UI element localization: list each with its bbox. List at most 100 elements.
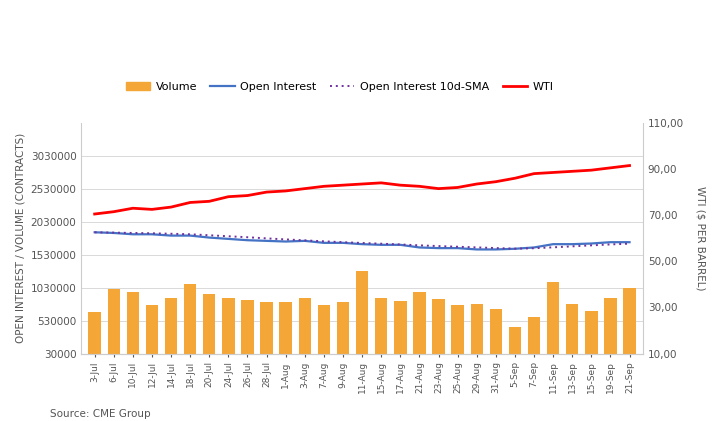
Open Interest 10d-SMA [224, 234, 233, 239]
Bar [356, 271, 369, 356]
WTI [109, 209, 118, 214]
WTI [338, 183, 347, 188]
Open Interest [300, 238, 309, 243]
WTI [454, 185, 462, 190]
Open Interest 10d-SMA [549, 245, 557, 250]
Open Interest [186, 233, 194, 238]
Open Interest [109, 230, 118, 235]
Bar [318, 306, 330, 356]
Open Interest 10d-SMA [510, 246, 519, 251]
Open Interest 10d-SMA [262, 236, 271, 241]
Bar [394, 301, 407, 356]
Open Interest [243, 238, 252, 243]
Bar [127, 292, 139, 356]
Open Interest 10d-SMA [205, 233, 214, 238]
Open Interest [90, 230, 99, 235]
WTI [148, 207, 156, 212]
Open Interest 10d-SMA [243, 235, 252, 240]
WTI [282, 189, 290, 194]
Bar [451, 306, 464, 356]
Open Interest [282, 239, 290, 244]
Open Interest [530, 245, 539, 250]
WTI [568, 169, 577, 174]
Open Interest [129, 232, 138, 237]
Line: Open Interest: Open Interest [94, 232, 629, 249]
WTI [205, 199, 214, 204]
Bar [585, 312, 598, 356]
Open Interest [338, 240, 347, 245]
Open Interest 10d-SMA [109, 230, 118, 235]
WTI [434, 186, 443, 191]
Bar [203, 294, 215, 356]
Bar [375, 298, 387, 356]
WTI [472, 181, 481, 187]
Open Interest 10d-SMA [415, 243, 424, 248]
Bar [261, 302, 273, 356]
Open Interest [224, 236, 233, 241]
WTI [587, 168, 595, 173]
WTI [396, 183, 405, 188]
Open Interest 10d-SMA [167, 231, 176, 236]
Bar [184, 284, 197, 356]
Text: Source: CME Group: Source: CME Group [50, 409, 151, 419]
WTI [492, 179, 500, 184]
WTI [243, 193, 252, 198]
Open Interest 10d-SMA [358, 240, 366, 245]
Open Interest 10d-SMA [530, 246, 539, 251]
Open Interest [434, 245, 443, 250]
Bar [566, 304, 578, 356]
Open Interest 10d-SMA [472, 245, 481, 250]
Bar [165, 298, 177, 356]
Open Interest [625, 240, 634, 245]
Open Interest [320, 240, 328, 245]
Y-axis label: WTI ($ PER BARREL): WTI ($ PER BARREL) [695, 186, 705, 290]
WTI [358, 181, 366, 187]
WTI [90, 211, 99, 216]
Open Interest 10d-SMA [320, 239, 328, 244]
WTI [167, 205, 176, 210]
Bar [528, 317, 540, 356]
Open Interest 10d-SMA [606, 242, 615, 247]
WTI [625, 163, 634, 168]
Bar [279, 302, 292, 356]
Open Interest 10d-SMA [90, 230, 99, 235]
Bar [604, 298, 616, 356]
Open Interest 10d-SMA [129, 230, 138, 235]
Open Interest [492, 247, 500, 252]
Bar [145, 306, 158, 356]
Bar [299, 298, 311, 356]
Open Interest 10d-SMA [377, 241, 385, 246]
Bar [241, 300, 253, 356]
Bar [413, 292, 426, 356]
Bar [107, 289, 120, 356]
WTI [262, 189, 271, 195]
Open Interest [606, 240, 615, 245]
Open Interest [396, 242, 405, 248]
Open Interest [167, 233, 176, 238]
Open Interest 10d-SMA [338, 240, 347, 245]
WTI [129, 206, 138, 211]
WTI [300, 186, 309, 191]
Open Interest 10d-SMA [148, 231, 156, 236]
Y-axis label: OPEN INTEREST / VOLUME (CONTRACTS): OPEN INTEREST / VOLUME (CONTRACTS) [15, 133, 25, 344]
WTI [606, 165, 615, 171]
Open Interest [148, 232, 156, 237]
WTI [415, 184, 424, 189]
WTI [377, 180, 385, 185]
Open Interest [472, 247, 481, 252]
Open Interest [568, 242, 577, 247]
Open Interest [377, 242, 385, 248]
Bar [547, 282, 559, 356]
Open Interest [415, 245, 424, 250]
Open Interest [549, 242, 557, 247]
Legend: Volume, Open Interest, Open Interest 10d-SMA, WTI: Volume, Open Interest, Open Interest 10d… [121, 77, 558, 96]
Open Interest 10d-SMA [282, 237, 290, 242]
Open Interest 10d-SMA [186, 232, 194, 237]
WTI [530, 171, 539, 176]
Open Interest 10d-SMA [454, 244, 462, 249]
Open Interest [587, 241, 595, 246]
Line: Open Interest 10d-SMA: Open Interest 10d-SMA [94, 232, 629, 249]
WTI [510, 176, 519, 181]
WTI [186, 200, 194, 205]
Open Interest 10d-SMA [300, 238, 309, 243]
